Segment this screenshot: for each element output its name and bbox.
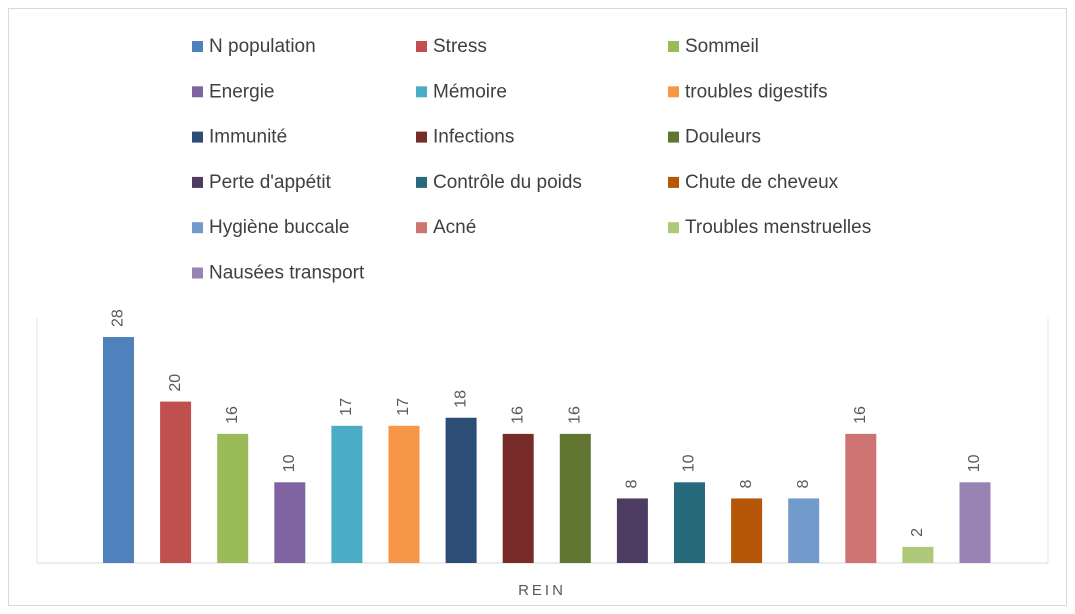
legend-label: Douleurs <box>685 127 761 148</box>
bar <box>274 482 306 563</box>
data-label: 18 <box>452 390 469 408</box>
legend-swatch <box>668 222 679 234</box>
bar <box>331 425 363 563</box>
data-label: 17 <box>395 398 412 416</box>
legend-label: Hygiène buccale <box>209 217 349 238</box>
bar <box>388 425 420 563</box>
data-label: 8 <box>738 479 755 488</box>
legend-swatch <box>192 131 203 143</box>
legend-label: troubles digestifs <box>685 81 828 102</box>
data-label: 8 <box>624 479 641 488</box>
legend-swatch <box>416 176 427 188</box>
bar <box>959 482 991 563</box>
legend-swatch <box>192 267 203 279</box>
data-label: 16 <box>509 406 526 424</box>
legend-swatch <box>416 41 427 52</box>
legend-label: Immunité <box>209 127 287 148</box>
legend-label: Mémoire <box>433 81 507 102</box>
data-label: 10 <box>281 454 298 472</box>
bar <box>845 433 877 563</box>
legend-label: Stress <box>433 36 487 57</box>
legend-swatch <box>416 86 427 98</box>
legend-swatch <box>668 86 679 98</box>
legend-swatch <box>416 222 427 234</box>
bar <box>502 433 534 563</box>
legend-label: Troubles menstruelles <box>685 217 871 238</box>
legend-swatch <box>192 86 203 98</box>
bar <box>674 482 705 563</box>
bar <box>731 498 763 563</box>
legend-label: Acné <box>433 217 476 238</box>
legend-swatch <box>668 176 679 188</box>
legend-label: Perte d'appétit <box>209 172 332 193</box>
legend-label: Energie <box>209 81 275 102</box>
data-label: 8 <box>795 479 812 488</box>
bar <box>160 401 192 563</box>
legend-label: Infections <box>433 127 514 148</box>
bar <box>902 546 934 563</box>
legend-swatch <box>416 131 427 143</box>
data-label: 2 <box>909 528 926 537</box>
category-label: REIN <box>518 582 566 599</box>
legend-swatch <box>668 131 679 143</box>
legend-swatch <box>668 41 679 52</box>
data-label: 16 <box>567 406 584 424</box>
legend-label: Contrôle du poids <box>433 172 582 193</box>
legend-swatch <box>192 41 203 52</box>
data-label: 17 <box>338 398 355 416</box>
bar <box>217 433 249 563</box>
bar <box>559 433 591 563</box>
legend-label: Sommeil <box>685 36 759 57</box>
legend-label: Chute de cheveux <box>685 172 839 193</box>
legend-swatch <box>192 222 203 234</box>
legend-label: Nausées transport <box>209 263 365 284</box>
data-label: 20 <box>167 374 184 392</box>
data-label: 10 <box>966 454 983 472</box>
legend-label: N population <box>209 36 316 57</box>
data-label: 28 <box>110 309 127 327</box>
data-label: 16 <box>852 406 869 424</box>
bar <box>445 417 477 563</box>
legend-swatch <box>192 176 203 188</box>
bar <box>616 498 648 563</box>
data-label: 10 <box>681 454 698 472</box>
data-label: 16 <box>224 406 241 424</box>
bar <box>103 337 134 563</box>
bar <box>788 498 820 563</box>
